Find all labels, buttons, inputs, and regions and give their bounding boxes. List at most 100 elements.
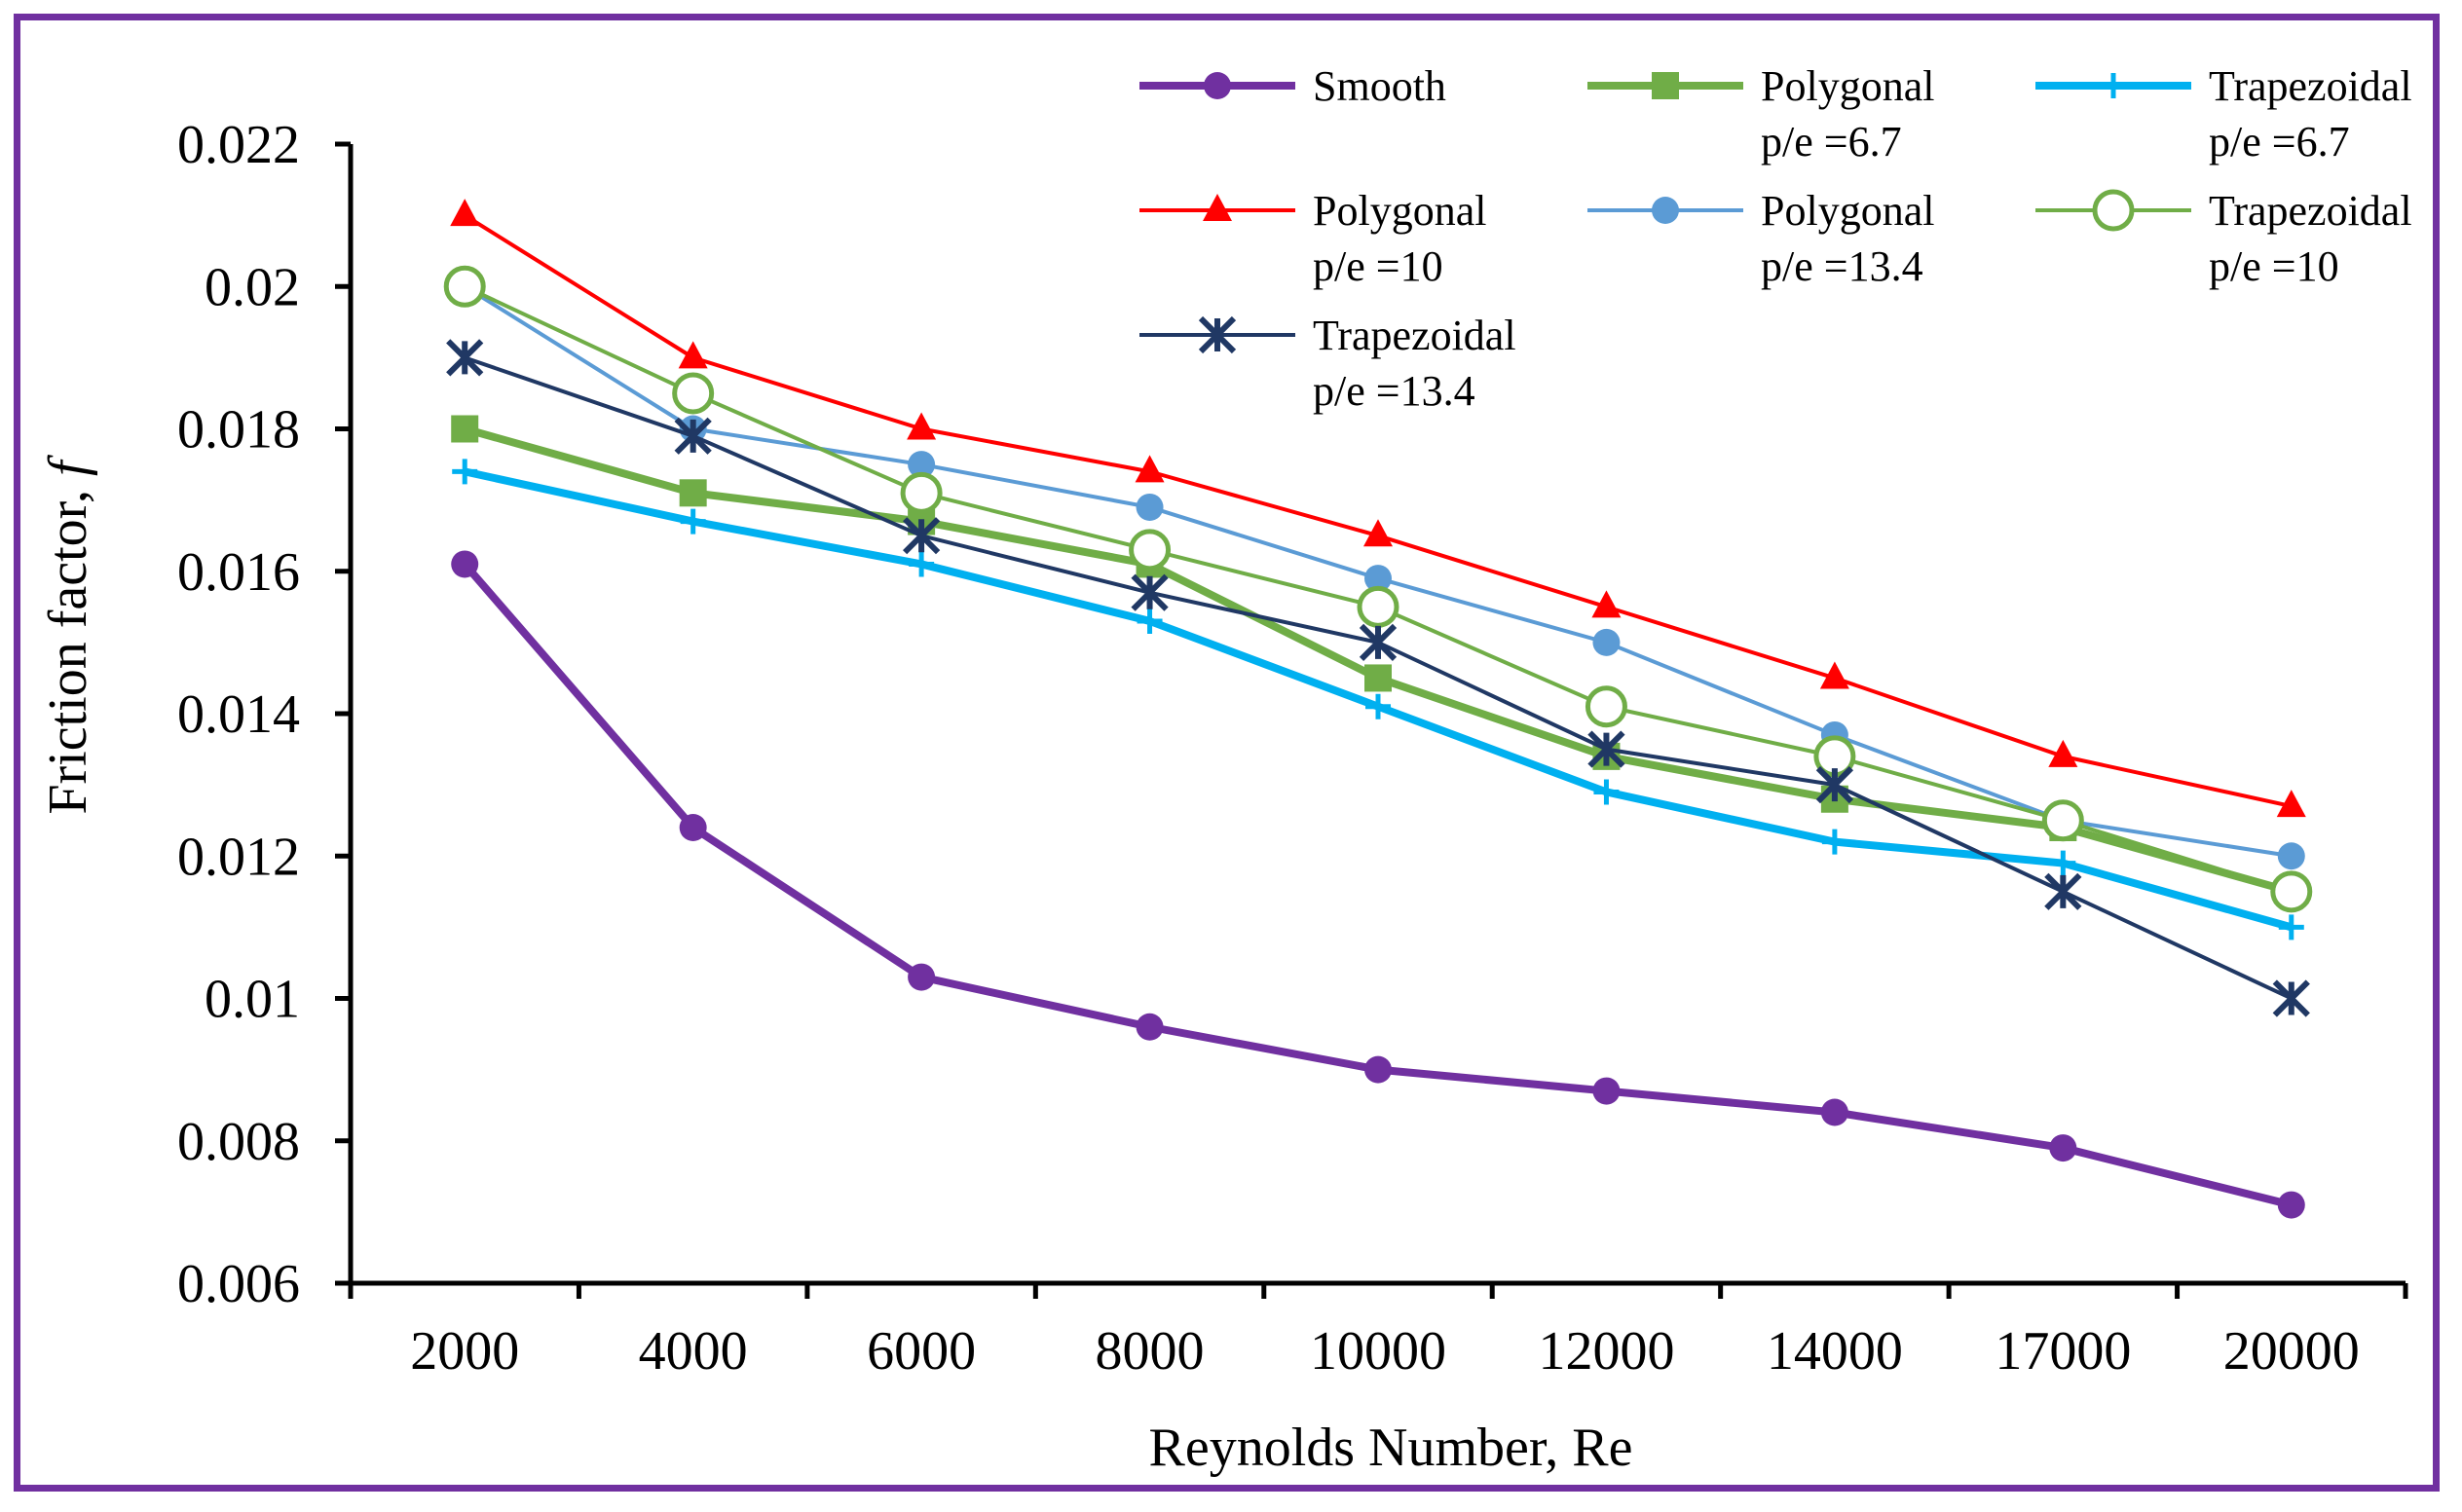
legend-label: Polygonal xyxy=(1761,187,1934,235)
legend-label: Trapezoidal xyxy=(1313,312,1516,359)
data-point xyxy=(2277,842,2305,870)
series-1 xyxy=(451,550,2305,1219)
y-tick-label: 0.006 xyxy=(177,1254,300,1314)
y-tick-label: 0.014 xyxy=(177,684,300,745)
data-point xyxy=(451,550,479,578)
legend-label: Polygonal xyxy=(1761,62,1934,110)
data-point xyxy=(1131,573,1169,611)
x-tick-label: 2000 xyxy=(410,1321,519,1382)
data-point xyxy=(1819,661,1849,689)
data-point xyxy=(1363,519,1393,547)
data-point xyxy=(2278,914,2304,940)
data-point xyxy=(450,199,480,227)
data-point xyxy=(2050,850,2076,876)
data-point xyxy=(1820,1098,1848,1126)
data-point xyxy=(443,265,486,308)
x-tick-label: 14000 xyxy=(1767,1321,1903,1382)
y-tick-label: 0.018 xyxy=(177,400,300,461)
legend-label: Trapezoidal xyxy=(2209,187,2412,235)
legend-item-7: Trapezoidal p/e =13.4 xyxy=(1139,312,1516,415)
data-point xyxy=(680,508,706,535)
x-tick-label: 4000 xyxy=(639,1321,748,1382)
data-point xyxy=(2270,870,2313,913)
data-point xyxy=(1137,608,1163,634)
series-line xyxy=(462,561,2293,1209)
legend-swatch-marker xyxy=(2092,189,2135,232)
x-tick-label: 6000 xyxy=(867,1321,976,1382)
y-axis-title-text: Friction factor, xyxy=(38,476,98,815)
series-7 xyxy=(446,339,2310,1017)
series-5 xyxy=(451,273,2305,870)
data-point xyxy=(908,451,936,479)
data-point xyxy=(1585,685,1627,728)
x-tick-label: 10000 xyxy=(1310,1321,1446,1382)
data-point xyxy=(2277,1191,2305,1219)
legend-swatch-marker xyxy=(1203,194,1232,221)
data-point xyxy=(1136,1013,1164,1041)
data-point xyxy=(907,412,937,440)
data-point xyxy=(1365,693,1391,719)
data-point xyxy=(679,814,707,841)
y-tick-label: 0.012 xyxy=(177,827,300,887)
data-point xyxy=(2048,739,2078,767)
data-point xyxy=(1357,585,1399,628)
data-point xyxy=(2272,979,2310,1017)
data-point xyxy=(1364,565,1392,593)
axes: 0.006 0.008 0.01 0.012 0.014 0.016 0.018 0.02 0.… xyxy=(177,115,2408,1382)
legend-label: Trapezoidal xyxy=(2209,62,2412,110)
x-tick-label: 8000 xyxy=(1096,1321,1205,1382)
data-point xyxy=(2049,1134,2077,1162)
data-point xyxy=(909,551,935,577)
data-point xyxy=(2041,799,2084,842)
data-point xyxy=(1591,590,1622,618)
legend: Smooth Polygonal p/e =6.7 Trapezoidal p/e =6… xyxy=(1139,62,2412,415)
data-point xyxy=(1136,493,1164,521)
data-point xyxy=(446,339,484,377)
legend-item-3: Trapezoidal p/e =6.7 xyxy=(2035,62,2412,166)
y-tick-label: 0.02 xyxy=(205,257,300,317)
data-point xyxy=(1364,664,1392,692)
legend-swatch-marker xyxy=(2101,73,2126,98)
y-tick-label: 0.016 xyxy=(177,542,300,603)
data-point xyxy=(451,415,479,443)
y-tick-label: 0.008 xyxy=(177,1112,300,1172)
legend-swatch-marker xyxy=(1652,72,1679,99)
data-point xyxy=(1364,1055,1392,1084)
data-point xyxy=(2044,872,2082,910)
chart-frame xyxy=(14,14,2440,1492)
data-point xyxy=(674,417,712,455)
data-point xyxy=(1593,779,1620,805)
legend-item-5: Polygonal p/e =13.4 xyxy=(1587,187,1934,290)
data-point xyxy=(902,517,941,555)
legend-item-2: Polygonal p/e =6.7 xyxy=(1587,62,1934,166)
legend-item-1: Smooth xyxy=(1139,62,1446,110)
legend-swatch-marker xyxy=(1652,197,1679,224)
legend-label: Smooth xyxy=(1313,62,1446,110)
y-tick-label: 0.022 xyxy=(177,115,300,175)
legend-item-4: Polygonal p/e =10 xyxy=(1139,187,1486,290)
data-point xyxy=(679,479,707,507)
series-2 xyxy=(451,415,2305,905)
legend-label: Polygonal xyxy=(1313,187,1486,235)
data-point xyxy=(1587,730,1625,768)
series-4 xyxy=(450,199,2306,818)
data-point xyxy=(1592,1077,1621,1105)
data-point xyxy=(1815,766,1854,804)
data-point xyxy=(900,471,943,514)
legend-sublabel: p/e =6.7 xyxy=(1761,118,1902,166)
y-axis-title: Friction factor, f xyxy=(38,454,98,815)
data-point xyxy=(678,341,708,369)
data-point xyxy=(672,372,715,415)
y-tick-label: 0.01 xyxy=(205,970,300,1030)
data-point xyxy=(1592,628,1621,656)
series-layer xyxy=(443,199,2313,1219)
legend-sublabel: p/e =6.7 xyxy=(2209,118,2350,166)
x-tick-label: 12000 xyxy=(1538,1321,1674,1382)
y-axis-title-symbol: f xyxy=(38,454,98,476)
x-tick-label: 17000 xyxy=(1995,1321,2131,1382)
series-line xyxy=(464,424,2293,896)
legend-sublabel: p/e =13.4 xyxy=(1313,367,1475,415)
data-point xyxy=(1135,455,1165,483)
data-point xyxy=(452,459,478,485)
